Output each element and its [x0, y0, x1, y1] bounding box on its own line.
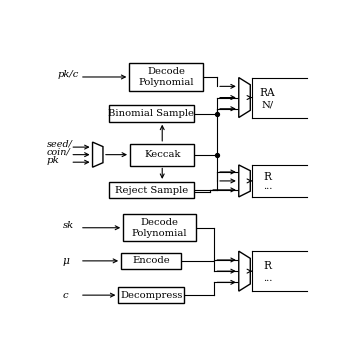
Text: c: c: [63, 290, 69, 300]
FancyBboxPatch shape: [109, 105, 194, 122]
Text: pk/c: pk/c: [58, 70, 79, 79]
Text: Decompress: Decompress: [120, 290, 182, 300]
Text: RA: RA: [259, 88, 275, 98]
Text: R: R: [263, 172, 271, 182]
Text: μ: μ: [63, 256, 70, 266]
Text: N/: N/: [261, 100, 273, 109]
Text: R: R: [263, 261, 271, 271]
Text: pk: pk: [47, 156, 60, 165]
Text: Reject Sample: Reject Sample: [115, 185, 188, 195]
Text: coin/: coin/: [47, 147, 71, 156]
Text: Keccak: Keccak: [144, 150, 181, 159]
FancyBboxPatch shape: [129, 63, 203, 91]
FancyBboxPatch shape: [130, 144, 194, 166]
FancyBboxPatch shape: [121, 253, 182, 269]
Text: Encode: Encode: [132, 256, 170, 265]
Text: Decode
Polynomial: Decode Polynomial: [132, 218, 187, 238]
FancyBboxPatch shape: [123, 214, 196, 241]
Text: ...: ...: [263, 182, 272, 191]
Text: seed/: seed/: [47, 139, 73, 148]
Polygon shape: [239, 165, 250, 197]
Text: Binomial Sample: Binomial Sample: [108, 109, 194, 118]
Text: sk: sk: [63, 221, 74, 230]
Text: Decode
Polynomial: Decode Polynomial: [138, 67, 194, 87]
Polygon shape: [92, 142, 103, 167]
Polygon shape: [239, 251, 250, 291]
FancyBboxPatch shape: [109, 182, 194, 198]
Text: ...: ...: [263, 274, 272, 283]
FancyBboxPatch shape: [118, 287, 184, 303]
Polygon shape: [239, 78, 250, 117]
